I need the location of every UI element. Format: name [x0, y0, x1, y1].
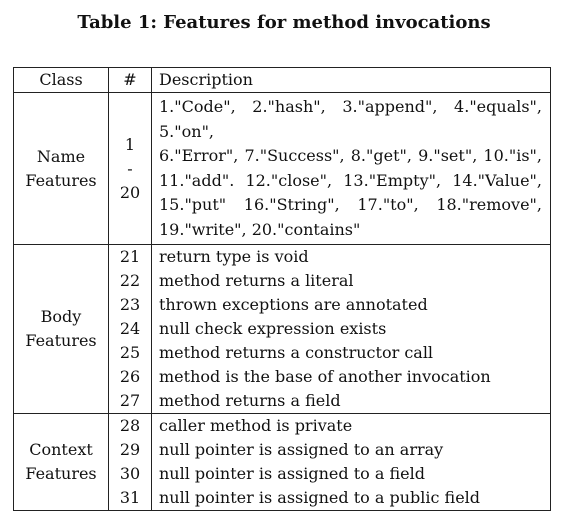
table-row: 25 method returns a constructor call [14, 341, 551, 365]
feature-num: 28 [108, 413, 152, 438]
class-label: Context [29, 440, 93, 459]
feature-num: 24 [108, 317, 152, 341]
class-label: Features [25, 170, 97, 190]
class-label: Name [36, 146, 86, 166]
table-row: Context Features 28 caller method is pri… [13, 413, 551, 511]
header-class: Class [13, 67, 109, 93]
table-row: 26 method is the base of another invocat… [14, 365, 551, 389]
feature-desc: null pointer is assigned to a field [151, 462, 551, 486]
range-end: 20 [119, 182, 141, 202]
description-line: 11."add". 12."close", 13."Empty", 14."Va… [159, 170, 542, 190]
table-row: Body Features 21 return type is void [13, 244, 551, 414]
description-line: 15."put" 16."String", 17."to", 18."remov… [159, 195, 542, 214]
description-line: 19."write", 20."contains" [159, 219, 361, 239]
table-row: 23 thrown exceptions are annotated [14, 293, 551, 317]
header-row: Class # Description [13, 67, 551, 93]
feature-num: 29 [108, 438, 152, 462]
class-label: Features [25, 464, 97, 483]
feature-num: 31 [108, 486, 152, 511]
feature-desc: null pointer is assigned to an array [151, 438, 551, 462]
table-row: 24 null check expression exists [14, 317, 551, 341]
feature-desc: null pointer is assigned to a public fie… [151, 486, 551, 511]
table-row: 31 null pointer is assigned to a public … [14, 486, 551, 511]
header-num: # [108, 67, 152, 93]
feature-num: 25 [108, 341, 152, 365]
feature-desc: null check expression exists [151, 317, 551, 341]
feature-desc: method returns a field [151, 389, 551, 414]
class-label: Features [25, 331, 97, 350]
name-features-range: 1 - 20 [108, 92, 152, 245]
feature-num: 27 [108, 389, 152, 414]
feature-desc: thrown exceptions are annotated [151, 293, 551, 317]
body-features-class: Body Features [13, 244, 109, 414]
feature-num: 21 [108, 244, 152, 269]
feature-desc: return type is void [151, 244, 551, 269]
name-features-description: 1."Code", 2."hash", 3."append", 4."equal… [151, 92, 551, 245]
context-features-class: Context Features [13, 413, 109, 511]
feature-desc: method returns a constructor call [151, 341, 551, 365]
feature-num: 23 [108, 293, 152, 317]
feature-desc: method is the base of another invocation [151, 365, 551, 389]
feature-num: 30 [108, 462, 152, 486]
name-features-class: Name Features [13, 92, 109, 245]
feature-desc: caller method is private [151, 413, 551, 438]
header-description: Description [151, 67, 551, 93]
range-start: 1 [124, 134, 136, 154]
range-dash: - [127, 158, 133, 178]
feature-num: 26 [108, 365, 152, 389]
description-line: 6."Error", 7."Success", 8."get", 9."set"… [159, 146, 542, 165]
table-row: 22 method returns a literal [14, 269, 551, 293]
table-row: 30 null pointer is assigned to a field [14, 462, 551, 486]
table-caption: Table 1: Features for method invocations [77, 12, 491, 33]
feature-desc: method returns a literal [151, 269, 551, 293]
feature-num: 22 [108, 269, 152, 293]
table-row: 29 null pointer is assigned to an array [14, 438, 551, 462]
features-table: Class # Description Name Features 1 - 20… [13, 67, 551, 511]
name-features-row: Name Features 1 - 20 1."Code", 2."hash",… [13, 92, 551, 245]
description-line: 1."Code", 2."hash", 3."append", 4."equal… [159, 97, 542, 141]
class-label: Body [40, 307, 82, 326]
